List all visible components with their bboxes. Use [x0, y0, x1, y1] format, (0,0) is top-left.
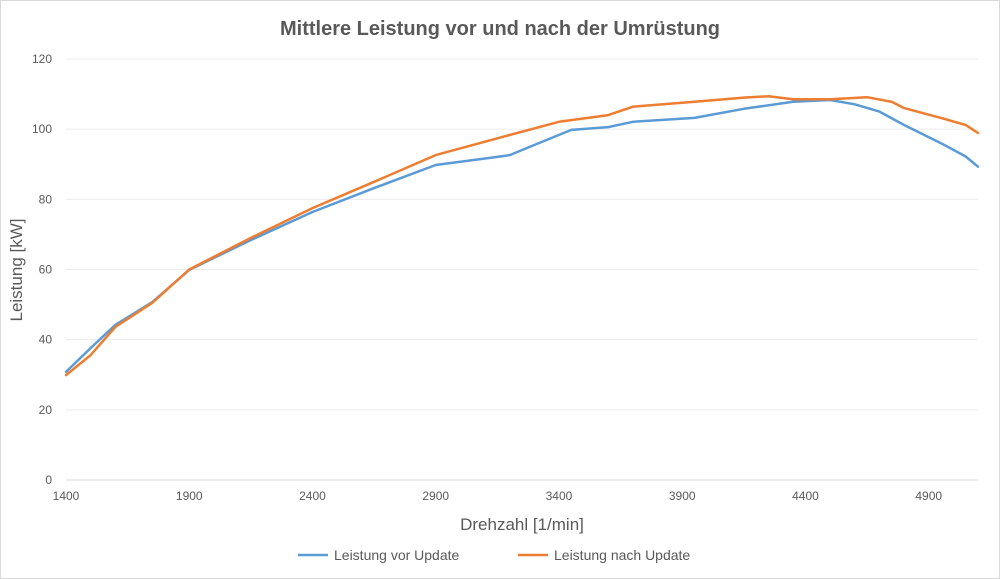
x-axis-title: Drehzahl [1/min] [460, 515, 584, 534]
y-tick-label: 100 [32, 122, 52, 136]
x-tick-label: 3900 [669, 489, 696, 503]
y-tick-label: 60 [39, 263, 53, 277]
chart-title: Mittlere Leistung vor und nach der Umrüs… [280, 18, 720, 40]
legend: Leistung vor Update Leistung nach Update [298, 547, 690, 563]
y-tick-label: 0 [45, 473, 52, 487]
x-tick-label: 4400 [792, 489, 819, 503]
x-tick-label: 3400 [546, 489, 573, 503]
y-tick-label: 120 [32, 52, 52, 66]
x-tick-label: 2400 [299, 489, 326, 503]
y-axis-title: Leistung [kW] [7, 219, 26, 322]
legend-label: Leistung vor Update [334, 547, 460, 563]
series-line-2 [64, 94, 980, 377]
legend-label: Leistung nach Update [554, 547, 690, 563]
x-tick-label: 1400 [53, 489, 80, 503]
y-tick-label: 80 [39, 192, 53, 206]
x-tick-label: 1900 [176, 489, 203, 503]
x-tick-label: 4900 [915, 489, 942, 503]
y-tick-label: 40 [39, 333, 53, 347]
x-tick-label: 2900 [422, 489, 449, 503]
y-tick-label: 20 [39, 403, 53, 417]
